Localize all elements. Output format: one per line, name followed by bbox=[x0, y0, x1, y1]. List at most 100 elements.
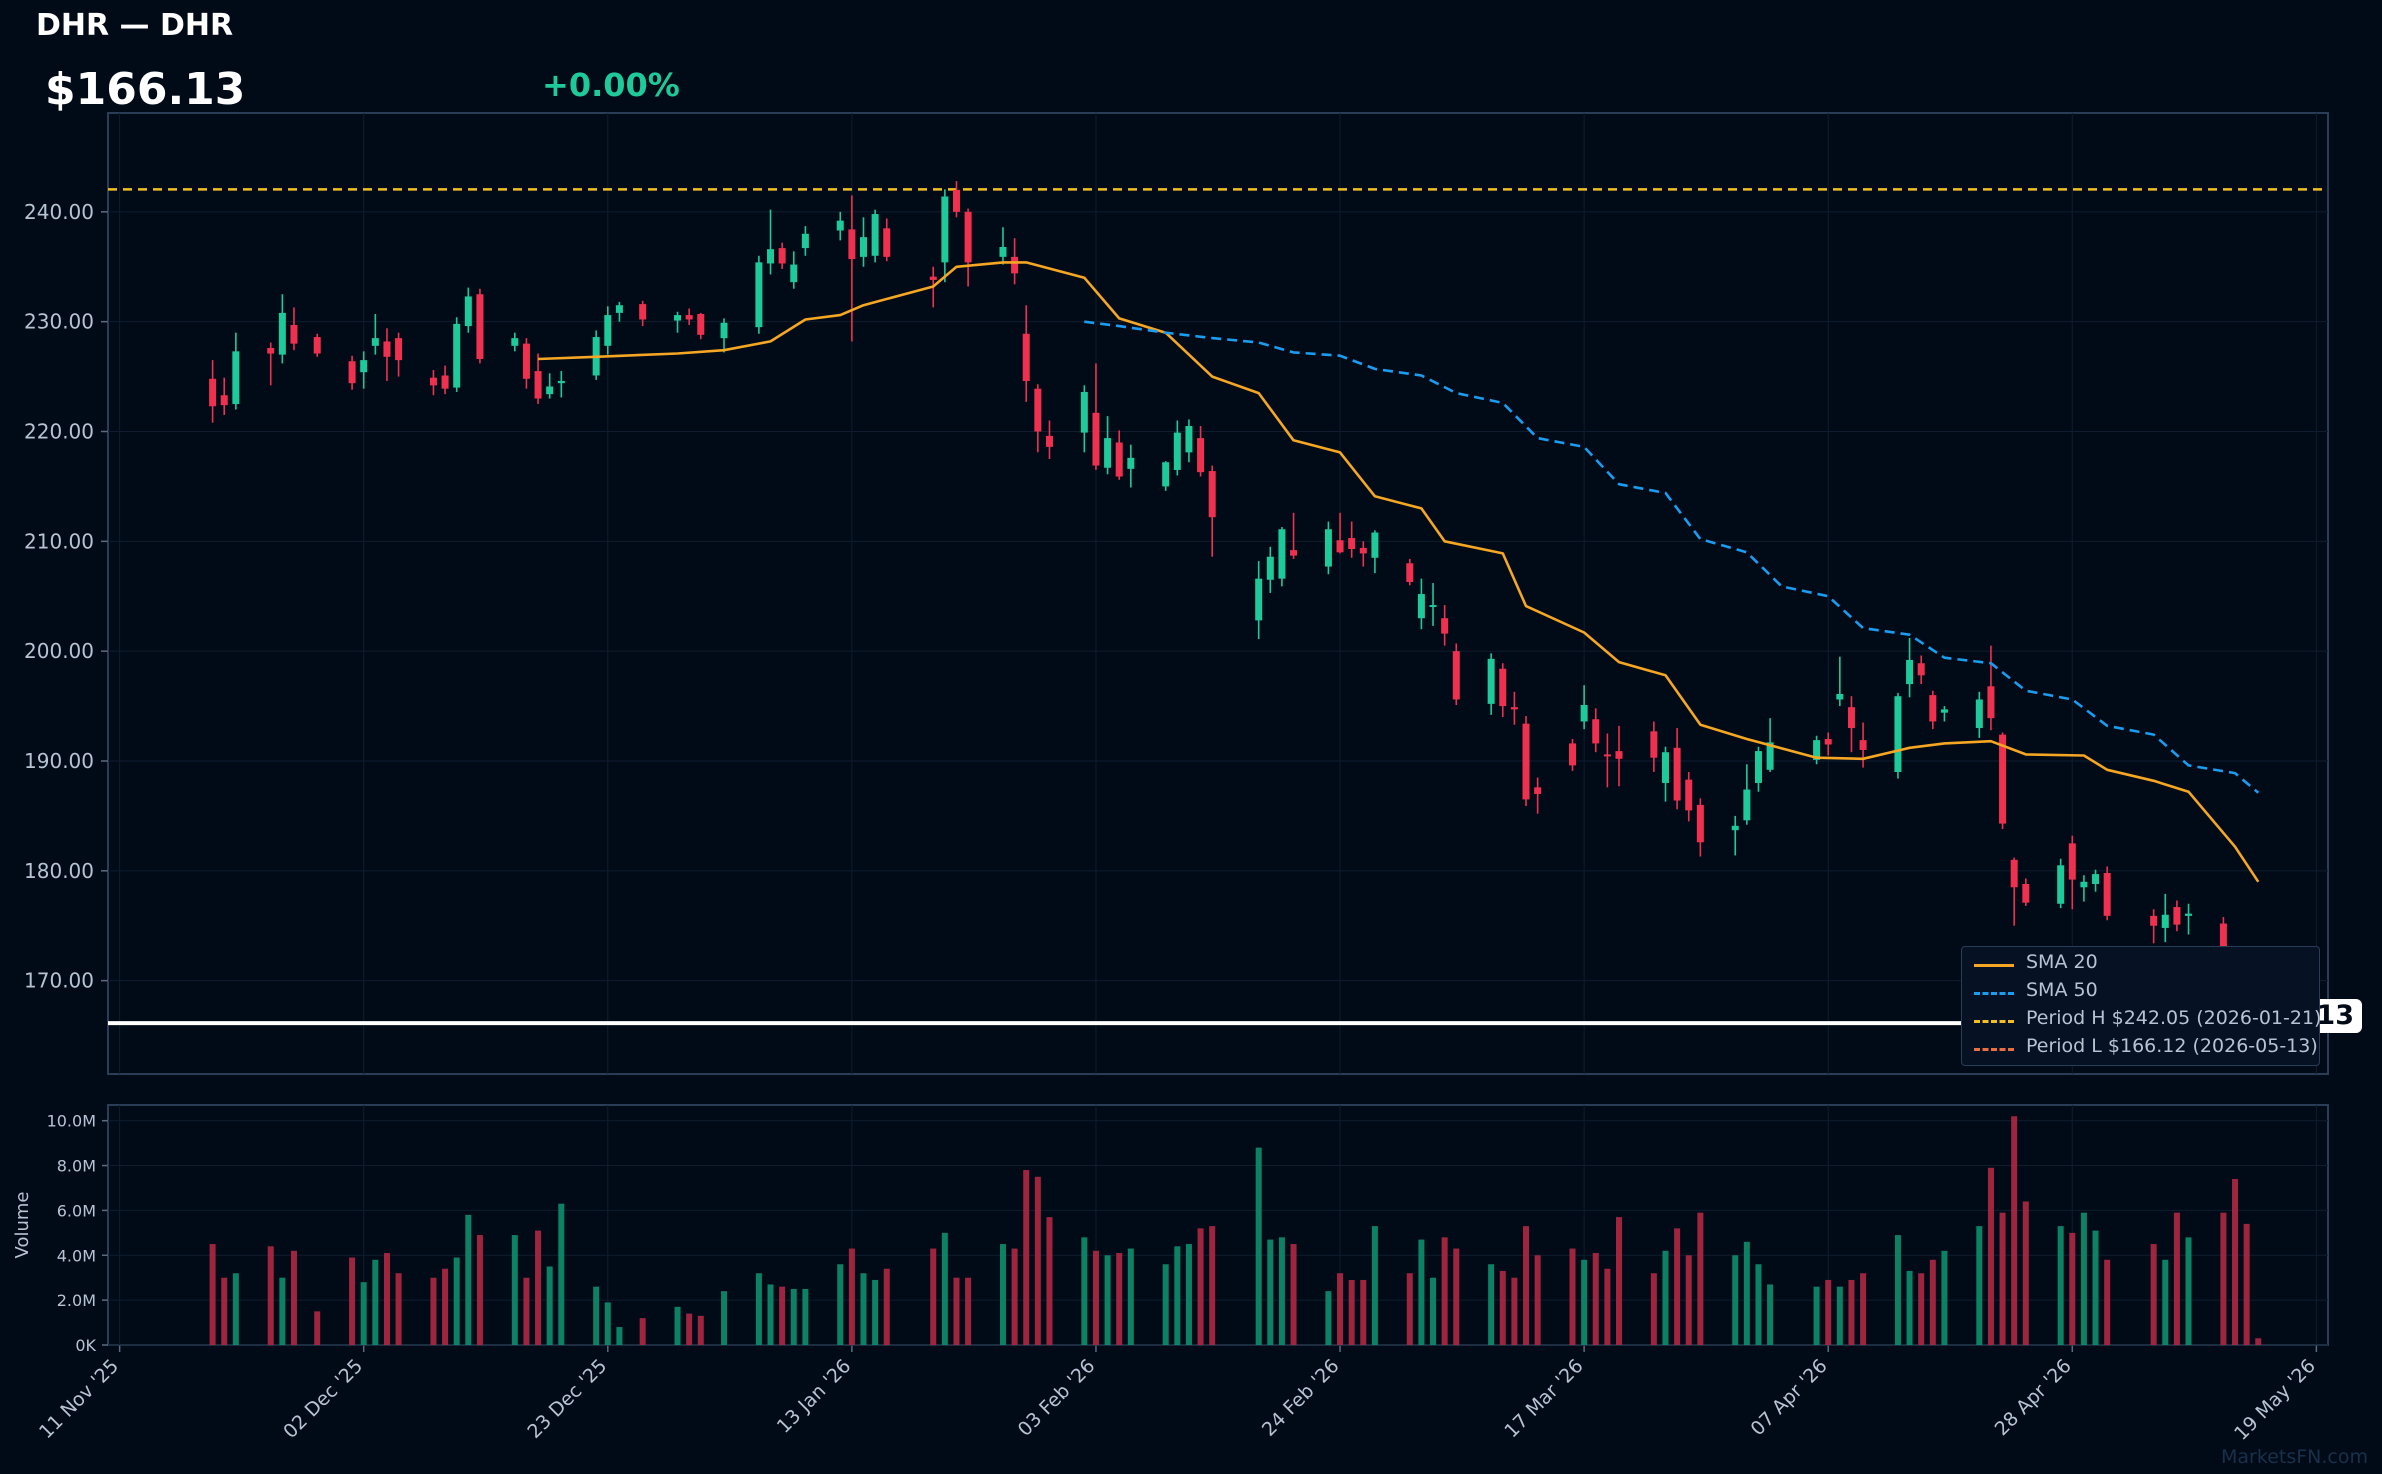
candle-body bbox=[1987, 686, 1995, 719]
volume-panel-frame bbox=[107, 1104, 2329, 1346]
candle-body bbox=[1661, 752, 1669, 783]
price-tick-label: 200.00 bbox=[24, 639, 94, 663]
legend-swatch-period-low bbox=[1974, 1048, 2014, 1051]
volume-bar bbox=[1197, 1228, 1204, 1345]
candle-body bbox=[883, 228, 891, 257]
candle-body bbox=[1766, 742, 1774, 770]
volume-bar bbox=[442, 1268, 449, 1345]
candle-body bbox=[1115, 442, 1123, 477]
candle-body bbox=[1859, 740, 1867, 751]
volume-tick-label: 4.0M bbox=[57, 1246, 96, 1265]
volume-bar bbox=[1813, 1286, 1820, 1345]
legend-item-period-low[interactable]: Period L $166.12 (2026-05-13) bbox=[1968, 1035, 2318, 1061]
date-tick-label: 02 Dec '25 bbox=[279, 1355, 367, 1443]
volume-bar bbox=[953, 1277, 960, 1345]
candle-body bbox=[1208, 471, 1216, 518]
volume-bar bbox=[1011, 1248, 1018, 1345]
legend-label-period-high: Period H $242.05 (2026-01-21) bbox=[2026, 1007, 2322, 1029]
volume-bar bbox=[232, 1273, 239, 1345]
candle-body bbox=[1569, 743, 1577, 766]
volume-bar bbox=[1337, 1273, 1344, 1345]
volume-bar bbox=[593, 1286, 600, 1345]
candle-body bbox=[1940, 709, 1948, 713]
candle-body bbox=[441, 375, 449, 389]
volume-bar bbox=[465, 1214, 472, 1345]
price-tick-label: 180.00 bbox=[24, 859, 94, 883]
candle-body bbox=[1813, 740, 1821, 760]
candle-body bbox=[476, 294, 484, 360]
volume-bar bbox=[790, 1288, 797, 1345]
candle-body bbox=[1348, 538, 1356, 550]
candle-body bbox=[720, 322, 728, 339]
candle-body bbox=[1615, 751, 1623, 759]
volume-bar bbox=[511, 1235, 518, 1345]
volume-bar bbox=[2150, 1244, 2157, 1345]
volume-bar bbox=[1848, 1279, 1855, 1345]
sma20-line bbox=[538, 261, 2260, 883]
candle-body bbox=[1185, 426, 1193, 453]
candle-body bbox=[1324, 529, 1332, 567]
candle-body bbox=[1650, 731, 1658, 758]
candle-body bbox=[290, 324, 298, 344]
volume-bar bbox=[639, 1318, 646, 1345]
volume-bar bbox=[1987, 1167, 1994, 1345]
candle-body bbox=[1917, 663, 1925, 676]
candle-body bbox=[604, 315, 612, 346]
legend-swatch-period-high bbox=[1974, 1020, 2014, 1023]
candle-body bbox=[209, 378, 217, 407]
candle-body bbox=[557, 380, 565, 384]
volume-bar bbox=[1499, 1270, 1506, 1345]
chart-legend: SMA 20 SMA 50 Period H $242.05 (2026-01-… bbox=[1961, 946, 2321, 1066]
volume-bar bbox=[1267, 1239, 1274, 1345]
volume-bar bbox=[372, 1259, 379, 1345]
candle-body bbox=[1836, 693, 1844, 700]
date-tick-label: 19 May '26 bbox=[2230, 1355, 2320, 1445]
candle-body bbox=[1975, 699, 1983, 729]
candle-body bbox=[1696, 804, 1704, 843]
volume-bar bbox=[535, 1230, 542, 1345]
candle-body bbox=[836, 220, 844, 231]
candle-body bbox=[1429, 605, 1437, 608]
volume-bar bbox=[383, 1253, 390, 1345]
volume-bar bbox=[1174, 1246, 1181, 1345]
candle-body bbox=[697, 313, 705, 335]
date-tick-label: 28 Apr '26 bbox=[1991, 1355, 2076, 1440]
candle-body bbox=[1754, 751, 1762, 783]
candle-body bbox=[1487, 658, 1495, 704]
volume-bar bbox=[1046, 1217, 1053, 1345]
volume-bar bbox=[267, 1246, 274, 1345]
candle-body bbox=[1022, 333, 1030, 381]
date-tick-label: 11 Nov '25 bbox=[35, 1355, 123, 1443]
price-tick-label: 220.00 bbox=[24, 420, 94, 444]
chart-title: DHR — DHR bbox=[36, 8, 234, 43]
legend-item-period-high[interactable]: Period H $242.05 (2026-01-21) bbox=[1968, 1007, 2321, 1033]
candle-body bbox=[383, 341, 391, 357]
candle-body bbox=[1894, 696, 1902, 772]
candle-body bbox=[546, 386, 554, 395]
volume-bar bbox=[1767, 1284, 1774, 1345]
volume-bar bbox=[453, 1257, 460, 1345]
volume-bar bbox=[430, 1277, 437, 1345]
candle-body bbox=[871, 214, 879, 256]
legend-item-sma50[interactable]: SMA 50 bbox=[1968, 979, 2308, 1005]
volume-bar bbox=[1941, 1250, 1948, 1345]
price-tick-label: 210.00 bbox=[24, 529, 94, 553]
candle-body bbox=[2080, 881, 2088, 888]
volume-tick-label: 0K bbox=[75, 1336, 96, 1355]
volume-bar bbox=[1592, 1253, 1599, 1345]
candle-body bbox=[534, 371, 542, 399]
volume-bar bbox=[1755, 1264, 1762, 1345]
candle-body bbox=[1092, 412, 1100, 466]
legend-item-sma20[interactable]: SMA 20 bbox=[1968, 951, 2308, 977]
candle-body bbox=[1685, 779, 1693, 811]
volume-bar bbox=[1615, 1217, 1622, 1345]
volume-bar bbox=[395, 1273, 402, 1345]
candle-body bbox=[859, 237, 867, 257]
volume-bar bbox=[2022, 1201, 2029, 1345]
volume-bar bbox=[1906, 1270, 1913, 1345]
legend-swatch-sma50 bbox=[1974, 992, 2014, 995]
volume-bar bbox=[686, 1313, 693, 1345]
candle-body bbox=[685, 315, 693, 320]
volume-bar bbox=[1453, 1248, 1460, 1345]
